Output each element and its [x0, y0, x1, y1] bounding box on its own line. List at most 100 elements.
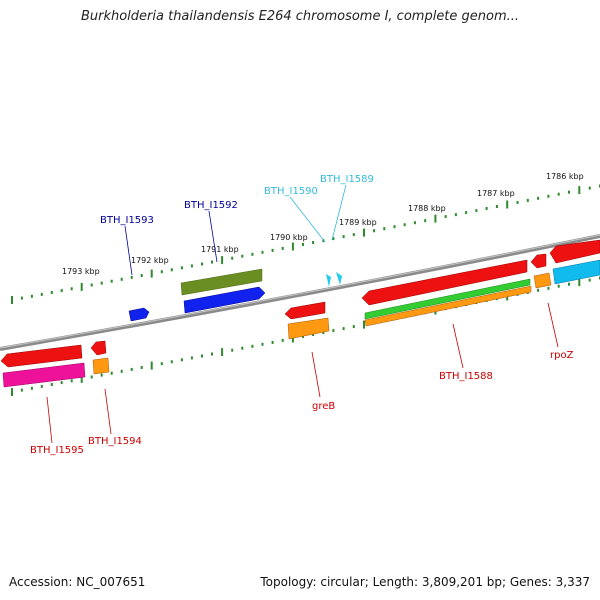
gene-arrow-edge-red[interactable]: [549, 239, 600, 264]
lower-ruler-tick: [80, 374, 83, 383]
gene-arrow-rpoZ-red[interactable]: [530, 253, 547, 269]
gene-label-BTH_I1588[interactable]: BTH_I1588: [439, 371, 493, 382]
upper-ruler-tick: [424, 219, 427, 223]
upper-ruler-tick: [261, 250, 264, 254]
gene-arrow-BTH_I1593[interactable]: [128, 307, 150, 322]
gene-label-BTH_I1589[interactable]: BTH_I1589: [320, 174, 374, 185]
gene-arrow-BTH_I1588-red[interactable]: [361, 259, 528, 306]
lower-ruler-tick: [302, 335, 304, 338]
gene-arrow-edge-cyan[interactable]: [552, 259, 600, 285]
lower-ruler-tick: [241, 346, 244, 350]
gene-arrow-BTH_I1594-red[interactable]: [90, 340, 107, 356]
gene-arrow-greB-orange[interactable]: [287, 317, 330, 340]
gene-arrow-BTH_I1592-blue[interactable]: [183, 286, 266, 314]
ruler-label-1788: 1788 kbp: [408, 204, 446, 213]
genome-summary-text: Topology: circular; Length: 3,809,201 bp…: [260, 575, 590, 589]
lower-ruler-tick: [20, 388, 23, 392]
upper-ruler-tick: [475, 209, 478, 213]
upper-ruler-tick: [50, 291, 53, 294]
upper-ruler-tick: [568, 190, 570, 194]
upper-ruler-tick: [465, 211, 468, 215]
upper-ruler-tick: [537, 196, 540, 200]
upper-ruler-tick: [150, 269, 153, 278]
upper-ruler-tick: [506, 200, 509, 209]
ruler-label-1789: 1789 kbp: [339, 218, 377, 227]
gene-arrow-BTH_I1595-magenta[interactable]: [2, 362, 86, 388]
upper-ruler-tick: [373, 229, 376, 233]
gene-arrow-greB-red[interactable]: [284, 301, 326, 320]
gene-label-rpoZ[interactable]: rpoZ: [550, 350, 574, 361]
lower-ruler-tick: [150, 361, 153, 370]
upper-ruler-tick: [393, 225, 396, 229]
gene-marker-BTH_I1590[interactable]: [326, 274, 331, 287]
upper-ruler-tick: [454, 213, 457, 217]
upper-ruler-tick: [190, 264, 193, 268]
upper-ruler-tick: [557, 192, 560, 196]
upper-ruler-tick: [578, 186, 581, 195]
ruler-label-1790: 1790 kbp: [270, 233, 308, 242]
lower-ruler-tick: [160, 362, 163, 366]
lower-ruler-tick: [221, 348, 224, 357]
chromosome-backbone: [0, 234, 600, 351]
upper-ruler-tick: [322, 239, 325, 243]
upper-ruler-tick: [40, 292, 43, 296]
gene-label-BTH_I1590[interactable]: BTH_I1590: [264, 186, 318, 197]
upper-ruler-tick: [516, 200, 519, 204]
reverse-genes: [0, 239, 600, 388]
gene-label-BTH_I1592[interactable]: BTH_I1592: [184, 200, 238, 211]
chromosome-backbone-highlight: [0, 234, 600, 349]
upper-ruler-tick: [211, 260, 213, 264]
lower-ruler-tick: [30, 386, 33, 390]
gene-arrow-rpoZ-orange[interactable]: [533, 272, 552, 289]
gene-marker-BTH_I1589[interactable]: [336, 272, 342, 285]
upper-ruler-tick: [110, 279, 113, 283]
lower-ruler-tick: [90, 375, 93, 379]
gene-arrow-BTH_I1594-orange[interactable]: [92, 357, 110, 375]
lower-ruler-tick: [578, 278, 581, 287]
upper-ruler: 1793 kbp 1792 kbp 1791 kbp 1790 kbp 1789…: [11, 172, 600, 304]
upper-ruler-tick: [352, 233, 355, 237]
gene-arrow-BTH_I1588-orange[interactable]: [364, 285, 532, 327]
lower-ruler-tick: [70, 379, 73, 383]
ruler-label-1793: 1793 kbp: [62, 267, 100, 276]
gene-label-BTH_I1594[interactable]: BTH_I1594: [88, 436, 142, 447]
upper-ruler-tick: [20, 296, 23, 300]
ruler-label-1787: 1787 kbp: [477, 189, 515, 198]
lower-ruler-tick: [281, 338, 284, 342]
upper-ruler-tick: [526, 198, 529, 202]
lower-ruler-tick: [40, 384, 43, 388]
lower-ruler-tick: [261, 342, 264, 346]
ruler-label-1786: 1786 kbp: [546, 172, 584, 181]
upper-ruler-tick: [11, 296, 13, 304]
lower-ruler-tick: [110, 371, 113, 375]
lower-ruler-tick: [547, 286, 550, 290]
upper-ruler-tick: [180, 266, 183, 270]
upper-ruler-tick: [251, 252, 254, 256]
upper-ruler-tick: [241, 254, 244, 258]
lower-ruler-tick: [11, 388, 13, 396]
lower-ruler-tick: [201, 354, 203, 358]
lower-ruler-tick: [170, 360, 173, 364]
lower-ruler-tick: [140, 366, 143, 369]
upper-ruler-tick: [413, 221, 416, 225]
ruler-label-1792: 1792 kbp: [131, 256, 169, 265]
lower-ruler-tick: [557, 284, 560, 288]
upper-ruler-tick: [332, 237, 335, 241]
upper-ruler-tick: [383, 227, 386, 231]
gene-arrow-BTH_I1592-olive[interactable]: [180, 268, 263, 296]
gene-label-greB[interactable]: greB: [312, 401, 335, 412]
lower-ruler-tick: [291, 334, 294, 343]
lower-ruler-tick: [231, 348, 234, 352]
gene-label-BTH_I1595[interactable]: BTH_I1595: [30, 445, 84, 456]
upper-ruler-tick: [160, 270, 163, 274]
gene-arrow-BTH_I1588-green[interactable]: [364, 278, 531, 320]
upper-ruler-tick: [302, 243, 304, 246]
upper-ruler-tick: [588, 186, 591, 190]
ruler-label-1791: 1791 kbp: [201, 245, 239, 254]
gene-label-BTH_I1593[interactable]: BTH_I1593: [100, 215, 154, 226]
upper-ruler-tick: [444, 215, 447, 219]
upper-ruler-tick: [291, 242, 294, 251]
gene-arrow-BTH_I1595-red[interactable]: [0, 344, 83, 368]
lower-ruler-tick: [180, 358, 183, 362]
